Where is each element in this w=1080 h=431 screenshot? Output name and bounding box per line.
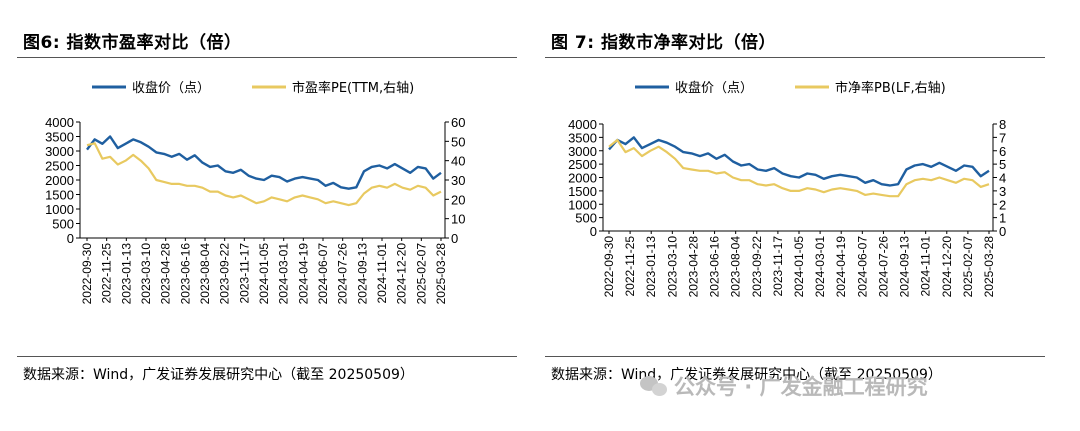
bottom-rule — [545, 356, 1045, 357]
left-tick-label: 0 — [590, 224, 597, 239]
x-tick-label: 2024-09-13 — [355, 243, 369, 305]
right-tick-label: 4 — [999, 171, 1006, 186]
right-tick-label: 6 — [999, 144, 1006, 159]
x-tick-label: 2023-11-17 — [771, 236, 785, 297]
x-tick-label: 2024-01-05 — [257, 243, 271, 305]
x-tick-label: 2024-11-01 — [919, 236, 933, 297]
left-tick-label: 1000 — [45, 202, 74, 217]
x-tick-label: 2025-03-28 — [434, 243, 448, 305]
right-tick-label: 7 — [999, 130, 1006, 145]
left-tick-label: 1500 — [45, 188, 74, 203]
left-tick-label: 2000 — [45, 173, 74, 188]
right-tick-label: 50 — [451, 134, 465, 149]
x-tick-label: 2024-09-13 — [898, 236, 912, 298]
left-tick-label: 3500 — [45, 130, 74, 145]
right-tick-label: 40 — [451, 154, 465, 169]
right-tick-label: 3 — [999, 184, 1006, 199]
x-tick-label: 2024-07-26 — [876, 236, 890, 298]
x-tick-label: 2023-08-04 — [198, 243, 212, 305]
pe-comparison-chart: 收盘价（点） 市盈率PE(TTM,右轴)050010001500200025003… — [45, 80, 465, 305]
x-tick-label: 2023-04-28 — [686, 236, 700, 298]
left-tick-label: 3000 — [45, 144, 74, 159]
close-price-line — [86, 135, 442, 190]
legend-label: 市净率PB(LF,右轴) — [835, 80, 946, 96]
x-tick-label: 2023-06-16 — [178, 243, 192, 305]
left-tick-label: 2500 — [45, 159, 74, 174]
x-tick-label: 2023-09-22 — [750, 236, 764, 298]
x-tick-label: 2023-03-10 — [139, 243, 153, 305]
left-tick-label: 0 — [67, 231, 74, 246]
bottom-rule — [17, 356, 517, 357]
watermark: 公众号 · 广发金融工程研究 — [640, 371, 928, 401]
left-tick-label: 1000 — [568, 197, 597, 212]
right-tick-label: 60 — [451, 115, 465, 130]
legend-label: 市盈率PE(TTM,右轴) — [292, 80, 414, 96]
x-tick-label: 2024-06-07 — [316, 243, 330, 305]
x-tick-label: 2024-12-20 — [940, 236, 954, 298]
close-price-line — [608, 136, 990, 187]
top-rule — [17, 57, 517, 58]
watermark-text: 公众号 · 广发金融工程研究 — [674, 375, 928, 399]
x-tick-label: 2025-02-07 — [414, 243, 428, 305]
source-note: 数据来源：Wind，广发证券发展研究中心（截至 20250509） — [23, 367, 414, 383]
right-tick-label: 10 — [451, 212, 465, 227]
right-tick-label: 0 — [451, 231, 458, 246]
x-tick-label: 2024-04-19 — [834, 236, 848, 298]
x-tick-label: 2022-11-25 — [623, 236, 637, 297]
x-tick-label: 2023-08-04 — [729, 236, 743, 298]
x-tick-label: 2024-07-26 — [336, 243, 350, 305]
x-tick-label: 2024-11-01 — [375, 243, 389, 304]
right-tick-label: 5 — [999, 157, 1006, 172]
left-tick-label: 2000 — [568, 171, 597, 186]
chart-panel-pb: 图 7: 指数市净率对比（倍） 收盘价（点） 市净率PB(LF,右轴) 0 500 10… — [545, 0, 1045, 431]
left-tick-label: 3500 — [568, 130, 597, 145]
x-tick-label: 2022-11-25 — [100, 243, 114, 304]
x-tick-label: 2023-06-16 — [708, 236, 722, 298]
left-tick-label: 2500 — [568, 157, 597, 172]
x-tick-label: 2024-04-19 — [296, 243, 310, 305]
panel-title: 图 7: 指数市净率对比（倍） — [551, 33, 776, 53]
x-tick-label: 2024-03-01 — [813, 236, 827, 298]
left-tick-label: 500 — [575, 211, 597, 226]
valuation-ratio-line — [86, 142, 442, 207]
top-rule — [545, 57, 1045, 58]
legend-label: 收盘价（点） — [132, 80, 210, 96]
left-tick-label: 500 — [52, 217, 74, 232]
x-tick-label: 2022-09-30 — [602, 236, 616, 298]
left-tick-label: 4000 — [45, 115, 74, 130]
x-tick-label: 2024-01-05 — [792, 236, 806, 298]
right-tick-label: 20 — [451, 192, 465, 207]
x-tick-label: 2022-09-30 — [80, 243, 94, 305]
right-tick-label: 0 — [999, 224, 1006, 239]
x-tick-label: 2024-03-01 — [277, 243, 291, 305]
right-tick-label: 8 — [999, 117, 1006, 132]
wechat-icon — [640, 374, 668, 398]
x-tick-label: 2025-02-07 — [961, 236, 975, 298]
x-tick-label: 2024-12-20 — [395, 243, 409, 305]
x-tick-label: 2025-03-28 — [982, 236, 996, 298]
left-tick-label: 1500 — [568, 184, 597, 199]
x-tick-label: 2023-11-17 — [237, 243, 251, 304]
right-tick-label: 2 — [999, 197, 1006, 212]
x-tick-label: 2023-09-22 — [218, 243, 232, 305]
x-tick-label: 2024-06-07 — [855, 236, 869, 298]
x-tick-label: 2023-01-13 — [119, 243, 133, 305]
panel-title: 图6: 指数市盈率对比（倍） — [23, 33, 242, 53]
right-tick-label: 30 — [451, 173, 465, 188]
legend-label: 收盘价（点） — [675, 80, 753, 96]
x-tick-label: 2023-01-13 — [644, 236, 658, 298]
x-tick-label: 2023-04-28 — [159, 243, 173, 305]
pb-comparison-chart: 收盘价（点） 市净率PB(LF,右轴)0500100015002000250030… — [568, 80, 1006, 298]
left-tick-label: 4000 — [568, 117, 597, 132]
right-tick-label: 1 — [999, 211, 1006, 226]
valuation-ratio-line — [608, 138, 990, 198]
chart-panel-pe: 图6: 指数市盈率对比（倍） 收盘价（点） 市盈率PE(TTM,右轴) 0 500 10… — [17, 0, 517, 431]
x-tick-label: 2023-03-10 — [665, 236, 679, 298]
left-tick-label: 3000 — [568, 144, 597, 159]
